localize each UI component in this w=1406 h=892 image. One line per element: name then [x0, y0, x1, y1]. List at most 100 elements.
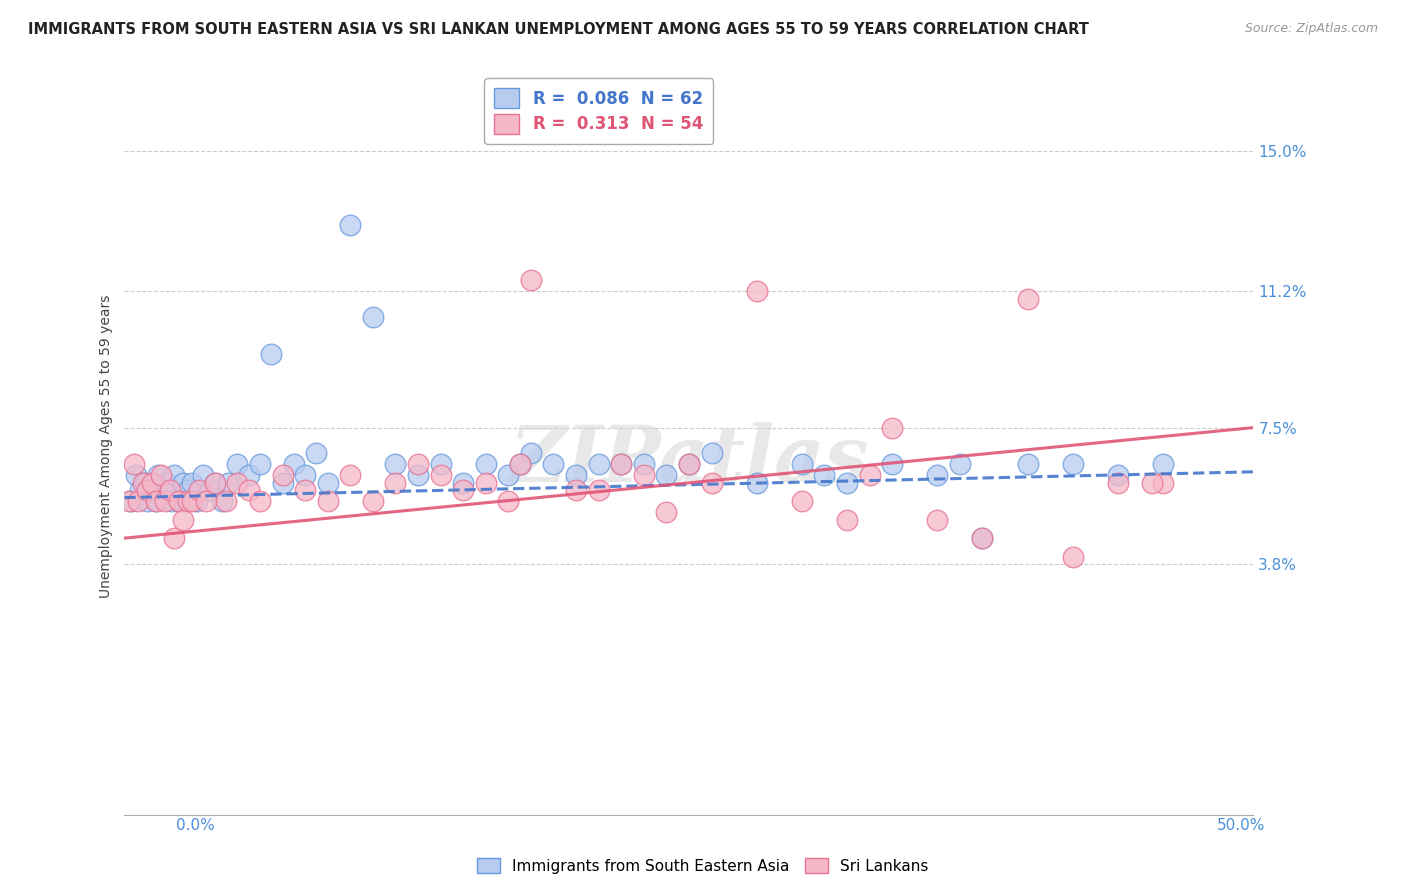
Point: [152, 483, 174, 498]
Point: [520, 446, 543, 460]
Point: [186, 494, 208, 508]
Text: Source: ZipAtlas.com: Source: ZipAtlas.com: [1244, 22, 1378, 36]
Point: [633, 458, 655, 472]
Point: [163, 468, 186, 483]
Point: [451, 475, 474, 490]
Point: [1017, 458, 1039, 472]
Point: [181, 475, 204, 490]
Point: [790, 458, 813, 472]
Point: [204, 475, 226, 490]
Point: [249, 494, 271, 508]
Point: [678, 458, 700, 472]
Point: [145, 494, 167, 508]
Point: [194, 494, 217, 508]
Point: [226, 475, 249, 490]
Point: [125, 468, 148, 483]
Point: [509, 458, 531, 472]
Point: [1062, 458, 1084, 472]
Point: [474, 458, 496, 472]
Point: [1107, 468, 1129, 483]
Point: [835, 513, 858, 527]
Point: [610, 458, 633, 472]
Point: [361, 310, 384, 324]
Point: [700, 475, 723, 490]
Point: [610, 458, 633, 472]
Point: [176, 483, 198, 498]
Point: [745, 284, 768, 298]
Point: [509, 458, 531, 472]
Point: [238, 483, 260, 498]
Point: [136, 483, 159, 498]
Point: [167, 494, 190, 508]
Point: [498, 494, 520, 508]
Point: [949, 458, 972, 472]
Point: [1140, 475, 1163, 490]
Point: [134, 475, 156, 490]
Point: [160, 494, 183, 508]
Point: [498, 468, 520, 483]
Text: ZIPatlas: ZIPatlas: [509, 423, 869, 499]
Point: [215, 494, 238, 508]
Point: [163, 531, 186, 545]
Point: [543, 458, 565, 472]
Point: [1017, 292, 1039, 306]
Point: [429, 468, 451, 483]
Point: [700, 446, 723, 460]
Point: [972, 531, 994, 545]
Point: [176, 494, 198, 508]
Y-axis label: Unemployment Among Ages 55 to 59 years: Unemployment Among Ages 55 to 59 years: [100, 294, 114, 598]
Point: [217, 475, 239, 490]
Point: [200, 483, 222, 498]
Point: [127, 494, 149, 508]
Point: [790, 494, 813, 508]
Point: [145, 494, 167, 508]
Point: [406, 458, 429, 472]
Point: [927, 468, 949, 483]
Point: [138, 483, 160, 498]
Point: [588, 483, 610, 498]
Point: [384, 475, 406, 490]
Point: [136, 494, 159, 508]
Text: 50.0%: 50.0%: [1218, 818, 1265, 832]
Point: [1107, 475, 1129, 490]
Point: [474, 475, 496, 490]
Point: [655, 468, 678, 483]
Point: [149, 468, 172, 483]
Point: [142, 475, 165, 490]
Point: [172, 475, 194, 490]
Point: [271, 475, 294, 490]
Point: [141, 475, 163, 490]
Point: [260, 347, 283, 361]
Point: [1152, 458, 1174, 472]
Point: [339, 468, 361, 483]
Point: [118, 494, 141, 508]
Point: [167, 494, 190, 508]
Point: [813, 468, 835, 483]
Point: [745, 475, 768, 490]
Legend: R =  0.086  N = 62, R =  0.313  N = 54: R = 0.086 N = 62, R = 0.313 N = 54: [484, 78, 713, 144]
Point: [1062, 549, 1084, 564]
Text: 0.0%: 0.0%: [176, 818, 215, 832]
Point: [316, 475, 339, 490]
Point: [678, 458, 700, 472]
Point: [882, 458, 904, 472]
Point: [294, 483, 316, 498]
Point: [305, 446, 328, 460]
Point: [204, 475, 226, 490]
Point: [271, 468, 294, 483]
Point: [226, 458, 249, 472]
Point: [588, 458, 610, 472]
Point: [384, 458, 406, 472]
Point: [316, 494, 339, 508]
Point: [172, 513, 194, 527]
Point: [1152, 475, 1174, 490]
Point: [835, 475, 858, 490]
Point: [406, 468, 429, 483]
Text: IMMIGRANTS FROM SOUTH EASTERN ASIA VS SRI LANKAN UNEMPLOYMENT AMONG AGES 55 TO 5: IMMIGRANTS FROM SOUTH EASTERN ASIA VS SR…: [28, 22, 1090, 37]
Point: [520, 273, 543, 287]
Point: [193, 468, 215, 483]
Point: [565, 468, 588, 483]
Point: [120, 494, 142, 508]
Point: [188, 483, 211, 498]
Point: [148, 468, 170, 483]
